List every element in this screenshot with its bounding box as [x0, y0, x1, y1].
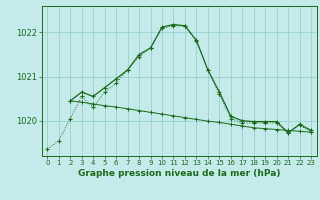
X-axis label: Graphe pression niveau de la mer (hPa): Graphe pression niveau de la mer (hPa) — [78, 169, 280, 178]
